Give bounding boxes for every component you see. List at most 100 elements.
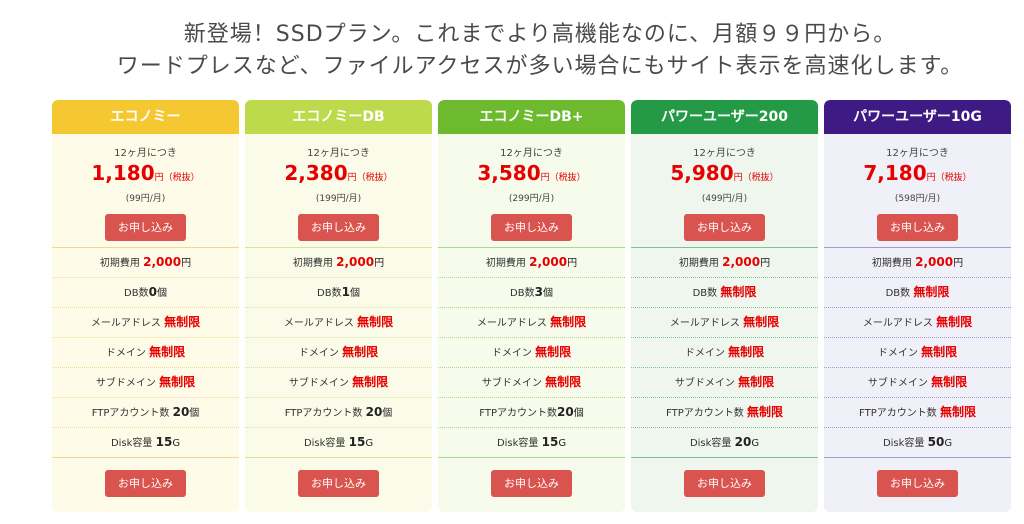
feature-unit: 個 (573, 408, 584, 419)
feature-label: DB数 (510, 288, 535, 299)
feature-unit: 円 (567, 258, 578, 269)
feature-disk: Disk容量 20G (631, 427, 818, 458)
feature-label: FTPアカウント数 (284, 408, 363, 419)
feature-value: 20 (365, 405, 383, 419)
feature-value: 無制限 (159, 375, 196, 389)
feature-unit: 個 (156, 288, 167, 299)
feature-value: 2,000 (722, 255, 761, 269)
apply-button[interactable]: お申し込み (684, 470, 765, 497)
feature-unit: G (365, 438, 374, 449)
feature-domain: ドメイン 無制限 (52, 337, 239, 367)
feature-unit: 個 (189, 408, 200, 419)
feature-value: 無制限 (913, 285, 950, 299)
feature-value: 3 (534, 285, 543, 299)
price-unit: 円（税抜） (540, 173, 586, 183)
feature-unit: 円 (181, 258, 192, 269)
feature-label: DB数 (317, 288, 342, 299)
apply-button[interactable]: お申し込み (105, 470, 186, 497)
feature-domain: ドメイン 無制限 (824, 337, 1011, 367)
price-term: 12ヶ月につき (886, 148, 949, 159)
feature-value: 無制限 (939, 405, 976, 419)
plan-card-economy: エコノミー 12ヶ月につき 1,180円（税抜） (99円/月) お申し込み 初… (52, 100, 239, 512)
feature-email: メールアドレス 無制限 (52, 307, 239, 337)
plan-card-power-user-10g: パワーユーザー10G 12ヶ月につき 7,180円（税抜） (598円/月) お… (824, 100, 1011, 512)
feature-value: 無制限 (931, 375, 968, 389)
headline-line-2: ワードプレスなど、ファイルアクセスが多い場合にもサイト表示を高速化します。 (116, 54, 964, 79)
feature-value: 50 (927, 435, 945, 449)
feature-value: 2,000 (529, 255, 568, 269)
feature-value: 2,000 (336, 255, 375, 269)
price-block: 12ヶ月につき 7,180円（税抜） (598円/月) お申し込み (824, 134, 1011, 247)
feature-label: Disk容量 (496, 438, 539, 449)
feature-value: 無制限 (545, 375, 582, 389)
feature-ftp: FTPアカウント数 無制限 (631, 397, 818, 427)
feature-value: 無制限 (550, 315, 587, 329)
feature-label: Disk容量 (303, 438, 346, 449)
feature-label: FTPアカウント数 (91, 408, 170, 419)
feature-unit: 円 (374, 258, 385, 269)
price-line: 5,980円（税抜） (631, 161, 818, 185)
feature-value: 無制限 (936, 315, 973, 329)
price-block: 12ヶ月につき 2,380円（税抜） (199円/月) お申し込み (245, 134, 432, 247)
plan-name: エコノミー (52, 100, 239, 134)
feature-label: DB数 (692, 288, 718, 299)
feature-db-count: DB数0個 (52, 277, 239, 307)
feature-value: 15 (348, 435, 366, 449)
feature-label: DB数 (885, 288, 911, 299)
feature-unit: 個 (382, 408, 393, 419)
price-amount: 2,380 (284, 161, 348, 185)
apply-button[interactable]: お申し込み (298, 470, 379, 497)
feature-label: 初期費用 (485, 258, 526, 269)
price-unit: 円（税抜） (733, 173, 779, 183)
feature-label: ドメイン (877, 348, 918, 359)
feature-email: メールアドレス 無制限 (631, 307, 818, 337)
feature-disk: Disk容量 50G (824, 427, 1011, 458)
feature-label: FTPアカウント数 (666, 408, 744, 419)
feature-subdomain: サブドメイン 無制限 (824, 367, 1011, 397)
feature-label: FTPアカウント数 (479, 408, 557, 419)
feature-email: メールアドレス 無制限 (245, 307, 432, 337)
feature-value: 15 (155, 435, 173, 449)
price-term: 12ヶ月につき (307, 148, 370, 159)
feature-value: 無制限 (357, 315, 394, 329)
apply-button[interactable]: お申し込み (491, 214, 572, 241)
feature-label: メールアドレス (476, 318, 547, 329)
price-term: 12ヶ月につき (114, 148, 177, 159)
feature-unit: 円 (760, 258, 771, 269)
apply-button[interactable]: お申し込み (491, 470, 572, 497)
feature-db-count: DB数1個 (245, 277, 432, 307)
feature-value: 無制限 (149, 345, 186, 359)
feature-label: FTPアカウント数 (859, 408, 937, 419)
feature-unit: 個 (349, 288, 360, 299)
price-unit: 円（税抜） (347, 173, 393, 183)
monthly-price: (99円/月) (125, 194, 166, 204)
feature-unit: G (751, 438, 760, 449)
feature-label: メールアドレス (90, 318, 161, 329)
feature-disk: Disk容量 15G (245, 427, 432, 458)
plan-name: パワーユーザー200 (631, 100, 818, 134)
feature-list: 初期費用 2,000円 DB数 無制限 メールアドレス 無制限 ドメイン 無制限… (824, 247, 1011, 458)
apply-button[interactable]: お申し込み (105, 214, 186, 241)
apply-button[interactable]: お申し込み (684, 214, 765, 241)
price-amount: 1,180 (91, 161, 155, 185)
plan-name: パワーユーザー10G (824, 100, 1011, 134)
apply-button[interactable]: お申し込み (877, 470, 958, 497)
feature-unit: 個 (542, 288, 553, 299)
apply-button[interactable]: お申し込み (877, 214, 958, 241)
feature-value: 無制限 (164, 315, 201, 329)
feature-disk: Disk容量 15G (52, 427, 239, 458)
price-amount: 5,980 (670, 161, 734, 185)
feature-label: メールアドレス (862, 318, 933, 329)
feature-initial-fee: 初期費用 2,000円 (824, 247, 1011, 277)
apply-button[interactable]: お申し込み (298, 214, 379, 241)
feature-ftp: FTPアカウント数 無制限 (824, 397, 1011, 427)
plan-card-economy-db-plus: エコノミーDB+ 12ヶ月につき 3,580円（税抜） (299円/月) お申し… (438, 100, 625, 512)
feature-list: 初期費用 2,000円 DB数1個 メールアドレス 無制限 ドメイン 無制限 サ… (245, 247, 432, 458)
price-unit: 円（税抜） (926, 173, 972, 183)
plan-comparison: エコノミー 12ヶ月につき 1,180 円（税抜） (99円/月) お申し込み 初… (52, 100, 1011, 512)
feature-label: サブドメイン (867, 378, 928, 389)
feature-initial-fee: 初期費用 2,000円 (438, 247, 625, 277)
feature-list: 初期費用 2,000円 DB数 無制限 メールアドレス 無制限 ドメイン 無制限… (631, 247, 818, 458)
feature-label: サブドメイン (674, 378, 735, 389)
feature-list: 初期費用 2,000円 DB数0個 メールアドレス 無制限 ドメイン 無制限 サ… (52, 247, 239, 458)
